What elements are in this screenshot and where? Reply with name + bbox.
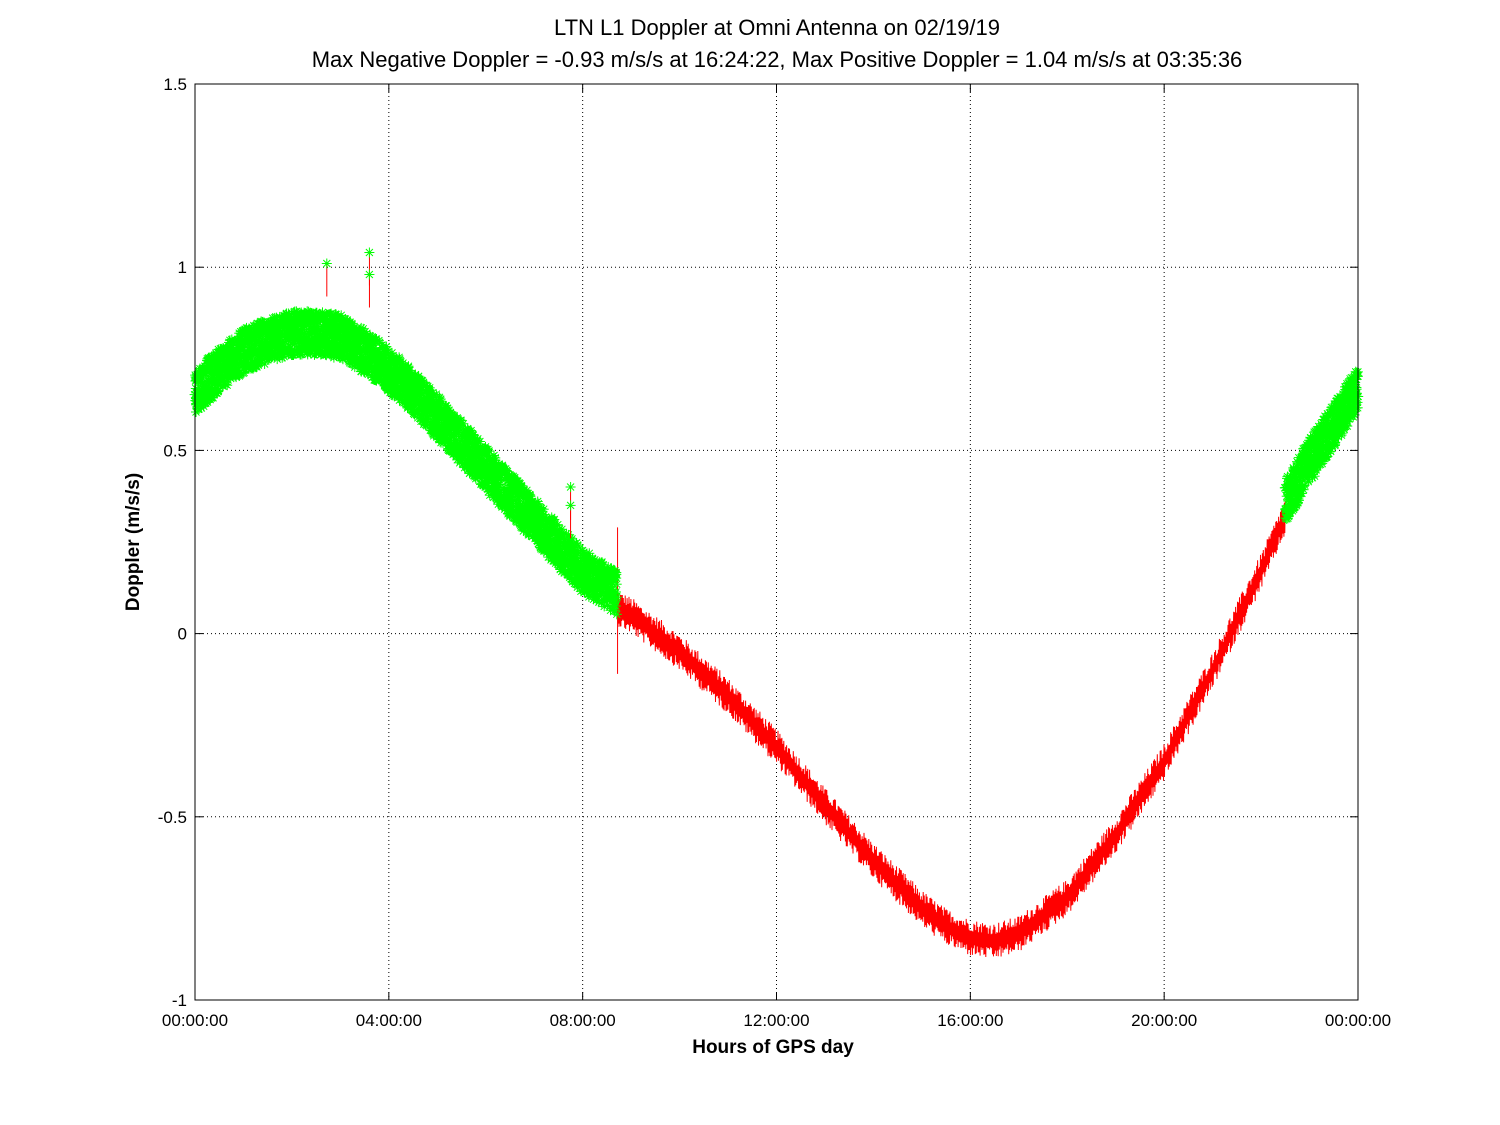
green-series-marker xyxy=(1315,459,1326,470)
data-series xyxy=(189,247,1364,958)
green-series-marker xyxy=(611,569,622,580)
green-series-marker xyxy=(611,587,621,597)
green-series-marker xyxy=(1351,384,1362,395)
red-series-line xyxy=(616,500,1286,958)
x-tick-label: 20:00:00 xyxy=(1131,1011,1197,1030)
x-tick-label: 16:00:00 xyxy=(937,1011,1003,1030)
y-tick-label: 0.5 xyxy=(163,441,187,460)
x-tick-label: 00:00:00 xyxy=(162,1011,228,1030)
x-axis-label: Hours of GPS day xyxy=(692,1037,854,1058)
x-tick-label: 04:00:00 xyxy=(356,1011,422,1030)
chart-title: LTN L1 Doppler at Omni Antenna on 02/19/… xyxy=(554,15,1000,40)
y-axis-label: Doppler (m/s/s) xyxy=(123,473,144,611)
x-tick-label: 00:00:00 xyxy=(1325,1011,1391,1030)
y-tick-label: 1 xyxy=(178,258,187,277)
x-tick-label: 12:00:00 xyxy=(743,1011,809,1030)
outlier-marker xyxy=(364,269,375,280)
grid-lines xyxy=(195,84,1358,1000)
green-series-marker xyxy=(239,367,250,378)
outlier-marker xyxy=(565,482,576,492)
outlier-marker xyxy=(565,500,576,511)
y-tick-label: 0 xyxy=(178,625,187,644)
y-tick-label: -0.5 xyxy=(158,808,187,827)
outlier-marker xyxy=(321,258,332,269)
outlier-marker xyxy=(364,247,375,258)
green-series-marker xyxy=(611,579,622,590)
green-series-marker xyxy=(611,592,622,603)
green-series-marker xyxy=(610,567,621,578)
chart-subtitle: Max Negative Doppler = -0.93 m/s/s at 16… xyxy=(312,47,1243,72)
y-tick-label: -1 xyxy=(172,991,187,1010)
x-tick-label: 08:00:00 xyxy=(550,1011,616,1030)
y-tick-label: 1.5 xyxy=(163,75,187,94)
green-series-marker xyxy=(538,504,549,515)
green-series-marker xyxy=(610,601,621,611)
green-series-marker xyxy=(611,609,622,620)
